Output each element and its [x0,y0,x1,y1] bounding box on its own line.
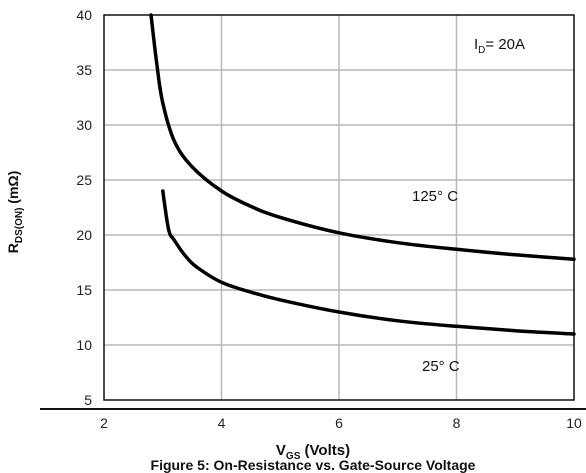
y-tick-label: 40 [76,7,92,23]
x-tick-label: 10 [566,415,582,431]
y-tick-label: 25 [76,172,92,188]
x-tick-label: 4 [218,415,226,431]
x-axis-label: VGS (Volts) [276,442,350,462]
condition-label: ID= 20A [474,36,525,56]
series-25c-line [161,189,576,336]
x-tick-label: 6 [335,415,343,431]
y-tick-label: 30 [76,117,92,133]
figure-caption: Figure 5: On-Resistance vs. Gate-Source … [151,457,476,473]
grid [104,15,574,400]
y-axis-label: RDS(ON) (mΩ) [5,171,25,254]
x-tick-label: 8 [453,415,461,431]
series-125c-line [149,13,576,261]
axes: 2 4 6 8 10 5 10 15 20 25 30 35 40 [40,7,586,431]
y-tick-label: 20 [76,227,92,243]
y-tick-label: 5 [84,392,92,408]
y-tick-label: 10 [76,337,92,353]
x-tick-label: 2 [100,415,108,431]
y-tick-label: 35 [76,62,92,78]
plot-frame [103,14,575,401]
series-label-125c: 125° C [412,188,458,205]
labels: ID= 20A 125° C 25° C VGS (Volts) Figure … [5,36,525,473]
curves [149,13,576,336]
series-label-25c: 25° C [422,358,460,375]
y-tick-label: 15 [76,282,92,298]
